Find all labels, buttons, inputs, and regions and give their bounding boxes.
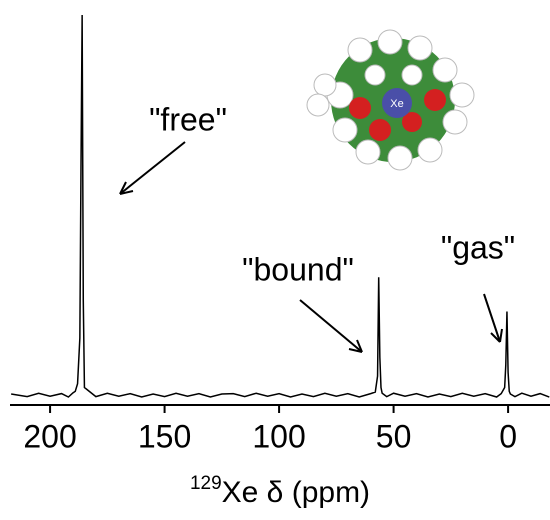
arrows <box>119 141 503 353</box>
x-axis-label-main: Xe δ (ppm) <box>222 476 370 509</box>
x-axis-label: 129Xe δ (ppm) <box>190 473 370 509</box>
x-tick-label: 150 <box>138 418 191 454</box>
spectrum-line <box>11 14 550 398</box>
x-axis-label-sup: 129 <box>190 473 222 494</box>
x-tick-label: 50 <box>376 418 412 454</box>
annotation: "bound" <box>242 251 354 287</box>
molecule-label: Xe <box>390 98 403 110</box>
x-tick-label: 0 <box>499 418 517 454</box>
x-tick-label: 200 <box>23 418 76 454</box>
molecule: Xe <box>306 29 475 171</box>
annotation: "free" <box>149 101 227 137</box>
x-tick-label: 100 <box>252 418 305 454</box>
annotation: "gas" <box>441 229 515 265</box>
